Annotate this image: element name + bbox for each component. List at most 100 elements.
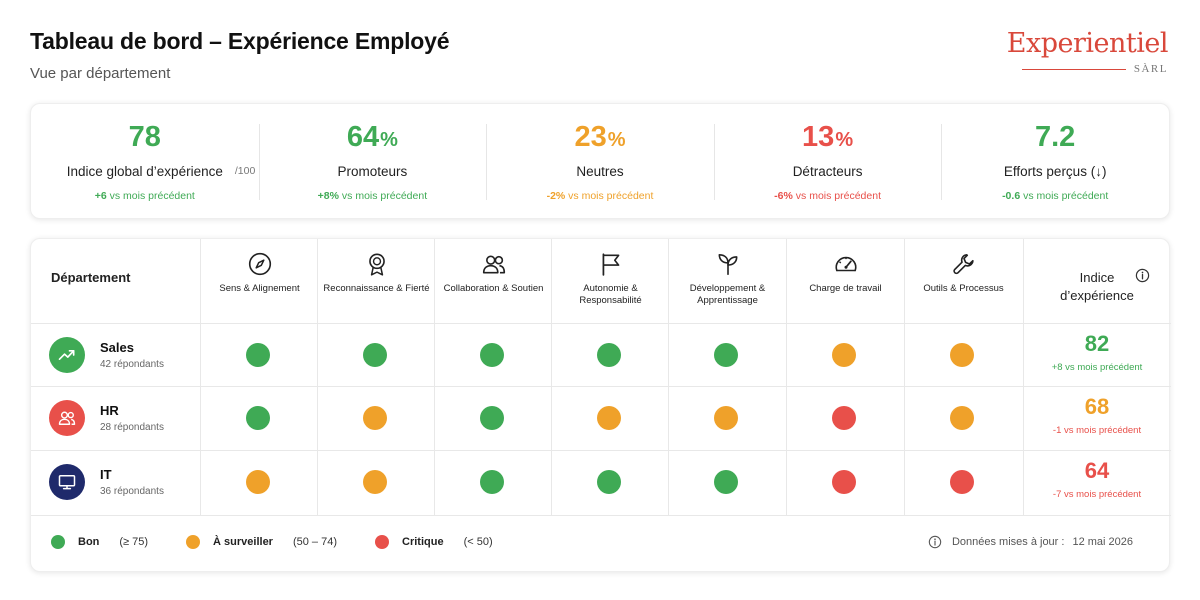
kpi-delta: -2% vs mois précédent [486, 190, 714, 202]
trending-up-icon [58, 350, 75, 360]
kpi-tile: 78 Indice global d’expérience/100 +6 vs mo… [31, 104, 259, 218]
dimension-header: Outils & Processus [905, 251, 1022, 295]
department-name: HR [100, 403, 119, 418]
legend-dot [375, 535, 389, 549]
kpi-number: 13 [802, 121, 835, 153]
updated-label: Données mises à jour : [951, 536, 1065, 548]
kpi-value: 13% [714, 121, 942, 154]
kpi-value: 7.2 [941, 121, 1169, 154]
kpi-unit: % [380, 129, 398, 151]
index-delta: +8 vs mois précédent [1024, 362, 1170, 373]
department-avatar [49, 464, 85, 500]
kpi-number: 64 [346, 121, 380, 153]
status-dot [832, 343, 856, 367]
kpi-tile: 23% Neutres -2% vs mois précédent [486, 104, 714, 218]
status-dot [363, 343, 387, 367]
users-icon [482, 255, 505, 274]
last-updated: Données mises à jour : 12 mai 2026 [928, 535, 1133, 549]
respondent-count: 36 répondants [100, 486, 164, 497]
grid-line [31, 323, 1171, 324]
dimension-header: Autonomie & Responsabilité [552, 251, 669, 307]
department-column-header: Département [51, 270, 131, 285]
department-row-it[interactable]: IT 36 répondants [49, 464, 164, 500]
kpi-delta-value: -0.6 [1002, 189, 1021, 202]
index-value: 68 [1084, 394, 1110, 419]
status-dot [363, 406, 387, 430]
department-row-hr[interactable]: HR 28 répondants [49, 400, 164, 436]
dimension-label: Outils & Processus [923, 283, 1004, 294]
index-value: 82 [1084, 331, 1110, 356]
gauge-icon [834, 256, 857, 272]
index-delta-value: -7 [1052, 489, 1062, 501]
award-ribbon-icon [368, 253, 385, 276]
kpi-delta-value: +8% [317, 189, 339, 202]
dimension-label: Collaboration & Soutien [443, 283, 544, 294]
legend-range: (50 – 74) [292, 536, 337, 548]
kpi-delta-value: -2% [546, 189, 566, 202]
page-title: Tableau de bord – Expérience Employé [30, 28, 450, 54]
kpi-unit: % [607, 129, 626, 151]
brand-name: Experientiel [1006, 28, 1169, 59]
status-dot [480, 343, 504, 367]
kpi-number: 78 [128, 121, 161, 153]
dimension-header: Sens & Alignement [201, 251, 318, 295]
brand-rule [1021, 68, 1126, 70]
kpi-delta: +6 vs mois précédent [31, 190, 259, 202]
index-delta-text: vs mois précédent [1061, 489, 1142, 501]
dimension-label: Charge de travail [809, 283, 882, 294]
status-dot [246, 470, 270, 494]
index-column-header: Indice d’expérience [1060, 270, 1134, 303]
grid-line [668, 239, 669, 515]
dimension-header: Reconnaissance & Fierté [318, 251, 435, 295]
status-dot [950, 470, 974, 494]
kpi-delta-value: +6 [94, 189, 107, 202]
grid-line [31, 450, 1171, 451]
kpi-label: Indice global d’expérience [66, 163, 223, 179]
dimension-header: Développement & Apprentissage [669, 251, 786, 307]
grid-line [31, 515, 1171, 516]
kpi-delta-text: vs mois précédent [792, 189, 881, 202]
grid-line [200, 239, 201, 515]
kpi-tile: 64% Promoteurs +8% vs mois précédent [258, 104, 487, 218]
grid-line [434, 239, 435, 515]
status-dot [363, 470, 387, 494]
grid-line [786, 239, 787, 515]
dimension-label: Sens & Alignement [219, 283, 300, 294]
grid-line [904, 239, 905, 515]
kpi-value: 23% [486, 121, 714, 154]
grid-line [31, 386, 1171, 387]
dimension-label: Autonomie & Responsabilité [579, 283, 642, 306]
kpi-delta: -6% vs mois précédent [714, 190, 942, 202]
kpi-tile: 7.2 Efforts perçus (↓) -0.6 vs mois précéd… [941, 104, 1169, 218]
kpi-label: Efforts perçus (↓) [1003, 163, 1107, 179]
kpi-delta-text: vs mois précédent [338, 189, 428, 202]
page-header: Tableau de bord – Expérience Employé Vue… [30, 28, 449, 82]
respondent-count: 28 répondants [100, 422, 164, 433]
index-delta: -1 vs mois précédent [1024, 425, 1170, 436]
kpi-label: Promoteurs [337, 163, 408, 179]
kpi-delta-text: vs mois précédent [1020, 189, 1109, 202]
grid-line [317, 239, 318, 515]
info-icon[interactable] [1135, 268, 1150, 283]
page-subtitle: Vue par département [30, 65, 171, 82]
grid-line [551, 239, 552, 515]
dimension-header: Collaboration & Soutien [435, 251, 552, 295]
kpi-delta: +8% vs mois précédent [259, 190, 487, 202]
kpi-delta-value: -6% [774, 189, 793, 202]
department-name: IT [100, 467, 112, 482]
kpi-unit: % [835, 129, 854, 151]
kpi-delta-text: vs mois précédent [565, 189, 654, 202]
respondent-count: 42 répondants [100, 359, 164, 370]
kpi-label: Détracteurs [792, 163, 863, 179]
legend-label: À surveiller [213, 536, 273, 548]
kpi-delta-text: vs mois précédent [106, 189, 195, 202]
status-dot [714, 343, 738, 367]
monitor-icon [58, 475, 76, 490]
legend-dot [51, 535, 65, 549]
department-row-sales[interactable]: Sales 42 répondants [49, 337, 164, 373]
experience-index: 64 -7 vs mois précédent [1024, 458, 1170, 501]
department-avatar [49, 337, 85, 373]
status-dot [714, 406, 738, 430]
status-dot [597, 470, 621, 494]
grid-line [1023, 239, 1024, 515]
